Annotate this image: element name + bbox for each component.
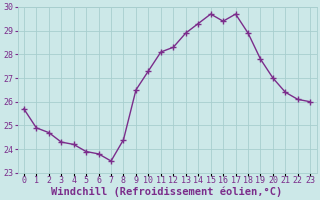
- X-axis label: Windchill (Refroidissement éolien,°C): Windchill (Refroidissement éolien,°C): [52, 186, 283, 197]
